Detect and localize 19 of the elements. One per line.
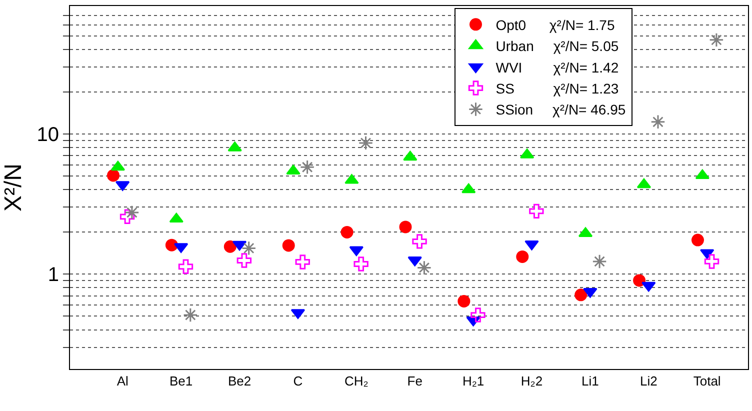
x-tick-label: Li1 bbox=[582, 374, 599, 389]
x-tick-label: Fe bbox=[407, 374, 422, 389]
legend-label: WVI χ²/N= 1.42 bbox=[496, 59, 619, 76]
x-tick-label: H₂1 bbox=[462, 374, 484, 389]
x-tick-label: Be1 bbox=[169, 374, 193, 389]
x-tick-label: Be2 bbox=[228, 374, 252, 389]
legend-label: Opt0 χ²/N= 1.75 bbox=[496, 16, 615, 33]
y-axis-title: X²/N bbox=[0, 164, 27, 212]
x-tick-label: H₂2 bbox=[520, 374, 543, 389]
y-tick-label: 10 bbox=[36, 124, 59, 146]
x-tick-label: Li2 bbox=[640, 374, 658, 389]
x-tick-label: Total bbox=[693, 374, 721, 389]
legend-label: SSion χ²/N= 46.95 bbox=[496, 102, 626, 118]
x-tick-label: CH₂ bbox=[344, 374, 368, 389]
legend-label: Urban χ²/N= 5.05 bbox=[496, 38, 619, 54]
x-tick-label: C bbox=[293, 374, 303, 389]
legend-label: SS χ²/N= 1.23 bbox=[496, 80, 619, 96]
x-tick-label: Al bbox=[116, 374, 128, 389]
y-tick-label: 1 bbox=[48, 264, 59, 286]
